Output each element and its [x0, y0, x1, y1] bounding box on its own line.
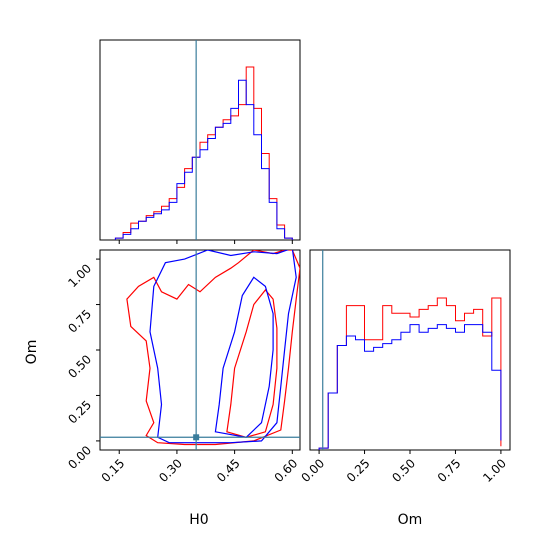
h0-hist-frame [99, 39, 301, 241]
om-hist-tick-label-0: 0.00 [298, 456, 327, 485]
contour-red-0 [126, 250, 300, 446]
h0-tick-label-0: 0.15 [99, 456, 128, 485]
contour-red-1 [226, 289, 278, 438]
om-y-axis-label: Om [24, 340, 40, 365]
contour-blue-1 [214, 276, 274, 438]
om-tick-label-0: 0.00 [65, 443, 94, 472]
h0-tick-label-2: 0.45 [214, 456, 243, 485]
om-tick-label-2: 0.50 [65, 352, 94, 381]
om-hist-blue [318, 324, 502, 450]
om-hist-red [318, 297, 502, 450]
om-tick-label-1: 0.25 [65, 398, 94, 427]
contour-blue-0 [149, 250, 297, 444]
om-hist-frame [309, 249, 511, 451]
h0-axis-label: H0 [189, 512, 208, 528]
om-hist-tick-label-2: 0.50 [389, 456, 418, 485]
om-histogram-panel: 0.00 0.25 0.50 0.75 1.00 [298, 249, 511, 485]
om-tick-label-4: 1.00 [65, 261, 94, 290]
h0-tick-label-1: 0.30 [156, 456, 185, 485]
h0-hist-red [114, 66, 293, 240]
contour-lines [126, 250, 300, 446]
axis-labels: H0 Om Om [24, 340, 422, 528]
contour-frame [99, 249, 301, 451]
om-hist-tick-label-4: 1.00 [480, 456, 509, 485]
h0-om-contour-panel: 0.15 0.30 0.45 0.60 0.00 0.25 0.50 0.75 1.00 [65, 249, 301, 485]
om-tick-label-3: 0.75 [65, 307, 94, 336]
om-axis-label: Om [398, 512, 423, 528]
h0-hist-blue [114, 79, 293, 240]
om-hist-tick-label-3: 0.75 [435, 456, 464, 485]
om-hist-tick-label-1: 0.25 [344, 456, 373, 485]
truth-marker [193, 434, 200, 441]
h0-tick-label-3: 0.60 [272, 456, 301, 485]
h0-histogram-panel [99, 39, 301, 244]
